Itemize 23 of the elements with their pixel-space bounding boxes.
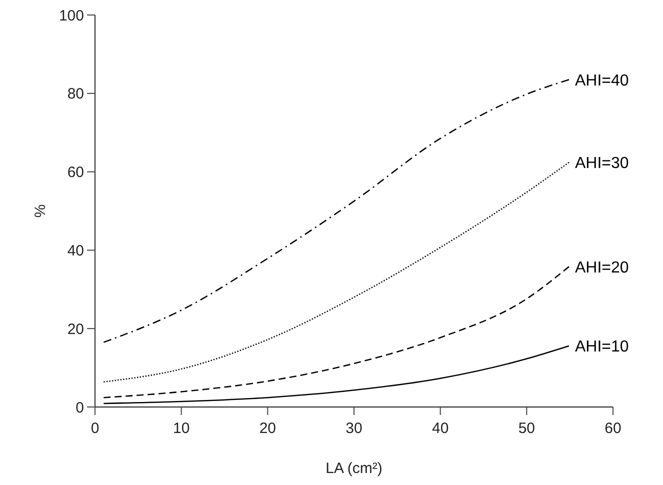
line-series [102, 345, 570, 404]
line-series [102, 162, 570, 383]
x-axis-title: LA (cm²) [326, 460, 382, 477]
x-tick-label: 40 [432, 420, 449, 437]
y-axis-title: % [32, 204, 49, 218]
series-label: AHI=10 [574, 338, 629, 356]
x-tick-label: 20 [259, 420, 276, 437]
line-series [102, 79, 570, 343]
y-tick-label: 20 [67, 320, 84, 338]
x-tick-label: 60 [604, 420, 622, 437]
series-label: AHI=20 [574, 259, 629, 276]
y-tick-label: 100 [58, 7, 84, 24]
x-tick-label: 50 [518, 420, 536, 437]
y-tick-label: 40 [67, 242, 84, 260]
x-tick-label: 0 [90, 420, 100, 437]
x-tick-label: 10 [172, 420, 190, 437]
y-tick-label: 60 [67, 164, 84, 182]
y-tick-label: 0 [76, 399, 84, 416]
series-label: AHI=40 [574, 72, 629, 90]
series-label: AHI=30 [574, 154, 629, 172]
line-series [102, 266, 570, 398]
x-tick-label: 30 [346, 420, 362, 437]
y-tick-label: 80 [67, 86, 84, 103]
